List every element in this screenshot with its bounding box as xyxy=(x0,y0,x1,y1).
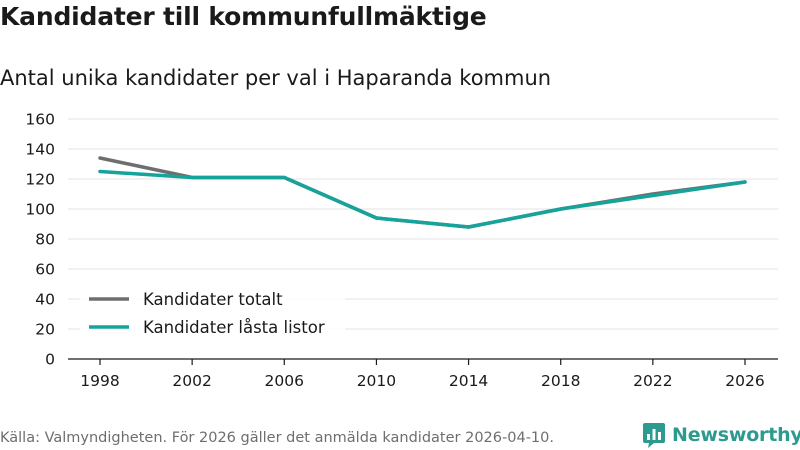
legend-label-1: Kandidater låsta listor xyxy=(143,318,325,337)
x-tick-label-2014: 2014 xyxy=(449,372,488,390)
x-tick-label-1998: 1998 xyxy=(80,372,119,390)
y-tick-label-120: 120 xyxy=(25,171,55,189)
x-tick-label-2026: 2026 xyxy=(725,372,764,390)
x-tick-label-2022: 2022 xyxy=(633,372,672,390)
y-tick-label-0: 0 xyxy=(45,351,55,369)
data-point-1-2010 xyxy=(374,216,378,220)
y-tick-label-160: 160 xyxy=(25,111,55,129)
y-tick-label-100: 100 xyxy=(25,201,55,219)
y-tick-label-140: 140 xyxy=(25,141,55,159)
newsworthy-logo[interactable]: Newsworthy xyxy=(642,420,800,450)
series-line-1 xyxy=(98,169,747,229)
data-point-1-2014 xyxy=(467,225,471,229)
legend: Kandidater totalt Kandidater låsta listor xyxy=(80,285,345,343)
source-note: Källa: Valmyndigheten. För 2026 gäller d… xyxy=(0,430,554,446)
x-tick-label-2010: 2010 xyxy=(357,372,396,390)
y-tick-label-40: 40 xyxy=(35,291,55,309)
data-point-1-2006 xyxy=(282,176,286,179)
series-line-0 xyxy=(98,156,747,229)
chart-title: Kandidater till kommunfullmäktige xyxy=(0,2,487,31)
data-point-1-2022 xyxy=(651,194,655,197)
newsworthy-logo-text: Newsworthy xyxy=(672,424,800,446)
series-lines xyxy=(98,156,747,229)
legend-label-0: Kandidater totalt xyxy=(143,290,283,309)
data-point-1-1998 xyxy=(98,170,102,173)
x-tick-label-2018: 2018 xyxy=(541,372,580,390)
data-point-1-2002 xyxy=(190,176,194,179)
x-tick-label-2006: 2006 xyxy=(265,372,304,390)
x-axis: 1998 2002 2006 2010 2014 2018 2022 2026 xyxy=(68,358,778,390)
y-tick-label-80: 80 xyxy=(35,231,55,249)
gridlines xyxy=(68,118,778,330)
newsworthy-logo-icon xyxy=(643,422,665,448)
x-tick-label-2002: 2002 xyxy=(172,372,211,390)
legend-box xyxy=(80,285,345,343)
data-point-0-1998 xyxy=(98,156,102,160)
y-tick-label-60: 60 xyxy=(35,261,55,279)
y-axis-ticks: 0 20 40 60 80 100 120 140 160 xyxy=(25,111,55,369)
data-point-1-2026 xyxy=(743,180,747,184)
data-point-1-2018 xyxy=(559,207,563,211)
chart-subtitle: Antal unika kandidater per val i Haparan… xyxy=(0,66,552,90)
y-tick-label-20: 20 xyxy=(35,321,55,339)
